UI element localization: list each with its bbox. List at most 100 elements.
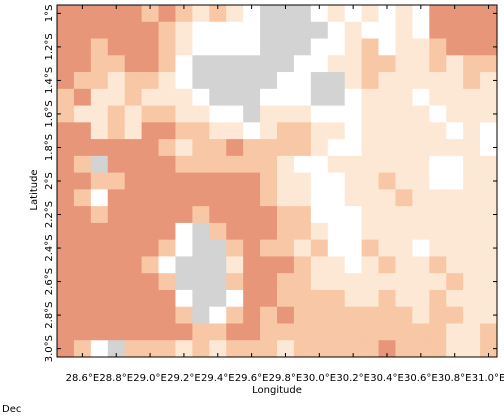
- cell: [226, 72, 244, 90]
- cell: [90, 122, 109, 140]
- cell: [378, 256, 396, 274]
- x-tick-label: 29.4°E: [201, 373, 235, 384]
- cell: [463, 172, 481, 190]
- cell: [412, 273, 430, 291]
- cell: [260, 206, 278, 224]
- cell: [412, 340, 430, 358]
- cell: [395, 289, 413, 308]
- cell: [141, 55, 160, 73]
- cell: [209, 289, 227, 308]
- cell: [107, 139, 126, 157]
- cell: [395, 340, 413, 358]
- cell: [310, 21, 329, 40]
- cell: [463, 105, 481, 123]
- x-axis-label: Longitude: [252, 385, 302, 396]
- cell: [158, 323, 176, 341]
- cell: [90, 206, 109, 224]
- cell: [277, 340, 295, 358]
- cell: [209, 122, 227, 140]
- cell: [90, 239, 109, 257]
- cell: [141, 239, 160, 257]
- cell: [463, 139, 481, 157]
- cell: [158, 189, 176, 207]
- cell: [124, 222, 143, 241]
- cell: [429, 139, 447, 157]
- cell: [57, 5, 75, 23]
- cell: [310, 172, 329, 190]
- cell: [344, 273, 363, 291]
- cell: [327, 88, 346, 107]
- cell: [175, 323, 193, 341]
- cell: [243, 155, 261, 174]
- cell: [90, 273, 109, 291]
- raster: [57, 5, 498, 358]
- cell: [395, 256, 413, 274]
- cell: [344, 256, 363, 274]
- cell: [395, 72, 413, 90]
- cell: [293, 21, 312, 40]
- x-tick-label: 31.0°E: [472, 373, 504, 384]
- y-tick-label: 1.6°S: [44, 100, 55, 127]
- cell: [293, 5, 312, 23]
- x-tick-label: 30.8°E: [438, 373, 472, 384]
- cell: [446, 289, 464, 308]
- cell: [175, 5, 193, 23]
- cell: [175, 155, 193, 174]
- cell: [395, 55, 413, 73]
- cell: [480, 306, 498, 324]
- cell: [361, 273, 380, 291]
- cell: [141, 122, 160, 140]
- cell: [158, 206, 176, 224]
- cell: [344, 38, 363, 56]
- x-tick-label: 30.4°E: [370, 373, 404, 384]
- cell: [90, 172, 109, 190]
- cell: [277, 155, 295, 174]
- cell: [90, 38, 109, 56]
- cell: [260, 172, 278, 190]
- cell: [90, 155, 109, 174]
- cell: [243, 105, 261, 123]
- cell: [277, 172, 295, 190]
- cell: [429, 206, 447, 224]
- cell: [446, 323, 464, 341]
- cell: [395, 5, 413, 23]
- cell: [480, 206, 498, 224]
- cell: [226, 105, 244, 123]
- cell: [277, 5, 295, 23]
- cell: [158, 139, 176, 157]
- cell: [378, 289, 396, 308]
- cell: [344, 122, 363, 140]
- cell: [446, 38, 464, 56]
- cell: [463, 55, 481, 73]
- cell: [175, 306, 193, 324]
- cell: [192, 289, 210, 308]
- cell: [192, 306, 210, 324]
- x-tick-label: 29.8°E: [269, 373, 303, 384]
- cell: [124, 239, 143, 257]
- cell: [463, 38, 481, 56]
- cell: [446, 5, 464, 23]
- cell: [395, 206, 413, 224]
- cell: [209, 273, 227, 291]
- cell: [226, 189, 244, 207]
- cell: [226, 306, 244, 324]
- cell: [90, 139, 109, 157]
- cell: [344, 105, 363, 123]
- cell: [124, 155, 143, 174]
- cell: [395, 155, 413, 174]
- cell: [260, 256, 278, 274]
- cell: [344, 340, 363, 358]
- cell: [463, 340, 481, 358]
- cell: [260, 189, 278, 207]
- cell: [158, 256, 176, 274]
- cell: [192, 222, 210, 241]
- cell: [124, 139, 143, 157]
- cell: [429, 88, 447, 107]
- cell: [57, 38, 75, 56]
- cell: [361, 189, 380, 207]
- cell: [57, 273, 75, 291]
- cell: [327, 172, 346, 190]
- cell: [260, 5, 278, 23]
- cell: [73, 289, 92, 308]
- cell: [73, 139, 92, 157]
